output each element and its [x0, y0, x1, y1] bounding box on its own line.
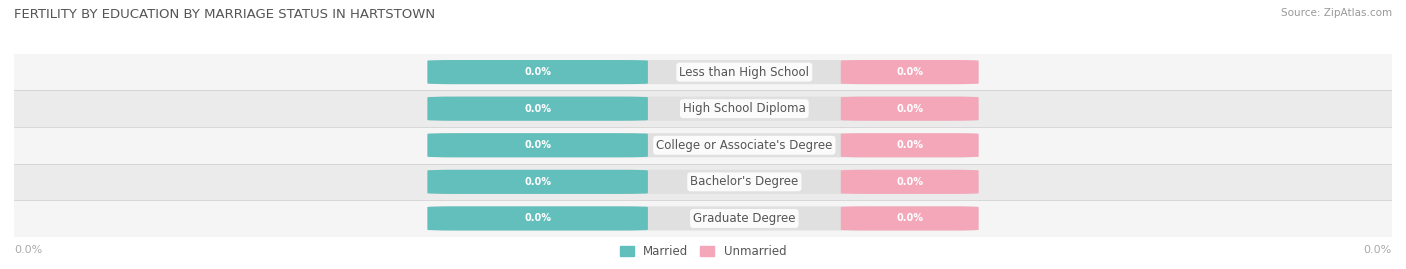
Text: 0.0%: 0.0% — [524, 140, 551, 150]
FancyBboxPatch shape — [841, 133, 979, 157]
Text: 0.0%: 0.0% — [524, 177, 551, 187]
Text: 0.0%: 0.0% — [896, 104, 924, 114]
FancyBboxPatch shape — [427, 97, 979, 121]
FancyBboxPatch shape — [427, 60, 979, 84]
FancyBboxPatch shape — [427, 133, 979, 157]
Text: Source: ZipAtlas.com: Source: ZipAtlas.com — [1281, 8, 1392, 18]
FancyBboxPatch shape — [427, 170, 648, 194]
Text: Graduate Degree: Graduate Degree — [693, 212, 796, 225]
FancyBboxPatch shape — [14, 54, 1392, 90]
Text: 0.0%: 0.0% — [524, 213, 551, 224]
Text: Bachelor's Degree: Bachelor's Degree — [690, 175, 799, 188]
FancyBboxPatch shape — [841, 206, 979, 231]
FancyBboxPatch shape — [841, 60, 979, 84]
Text: 0.0%: 0.0% — [524, 67, 551, 77]
FancyBboxPatch shape — [14, 200, 1392, 237]
FancyBboxPatch shape — [841, 97, 979, 121]
Text: 0.0%: 0.0% — [14, 245, 42, 255]
FancyBboxPatch shape — [427, 206, 979, 231]
Text: 0.0%: 0.0% — [524, 104, 551, 114]
Legend: Married, Unmarried: Married, Unmarried — [614, 241, 792, 263]
Text: 0.0%: 0.0% — [896, 140, 924, 150]
Text: College or Associate's Degree: College or Associate's Degree — [657, 139, 832, 152]
FancyBboxPatch shape — [427, 206, 648, 231]
FancyBboxPatch shape — [14, 127, 1392, 164]
Text: 0.0%: 0.0% — [896, 213, 924, 224]
Text: Less than High School: Less than High School — [679, 66, 810, 79]
Text: High School Diploma: High School Diploma — [683, 102, 806, 115]
Text: FERTILITY BY EDUCATION BY MARRIAGE STATUS IN HARTSTOWN: FERTILITY BY EDUCATION BY MARRIAGE STATU… — [14, 8, 436, 21]
FancyBboxPatch shape — [427, 97, 648, 121]
Text: 0.0%: 0.0% — [1364, 245, 1392, 255]
FancyBboxPatch shape — [841, 170, 979, 194]
FancyBboxPatch shape — [14, 164, 1392, 200]
FancyBboxPatch shape — [427, 133, 648, 157]
Text: 0.0%: 0.0% — [896, 177, 924, 187]
FancyBboxPatch shape — [14, 90, 1392, 127]
FancyBboxPatch shape — [427, 60, 648, 84]
FancyBboxPatch shape — [427, 170, 979, 194]
Text: 0.0%: 0.0% — [896, 67, 924, 77]
